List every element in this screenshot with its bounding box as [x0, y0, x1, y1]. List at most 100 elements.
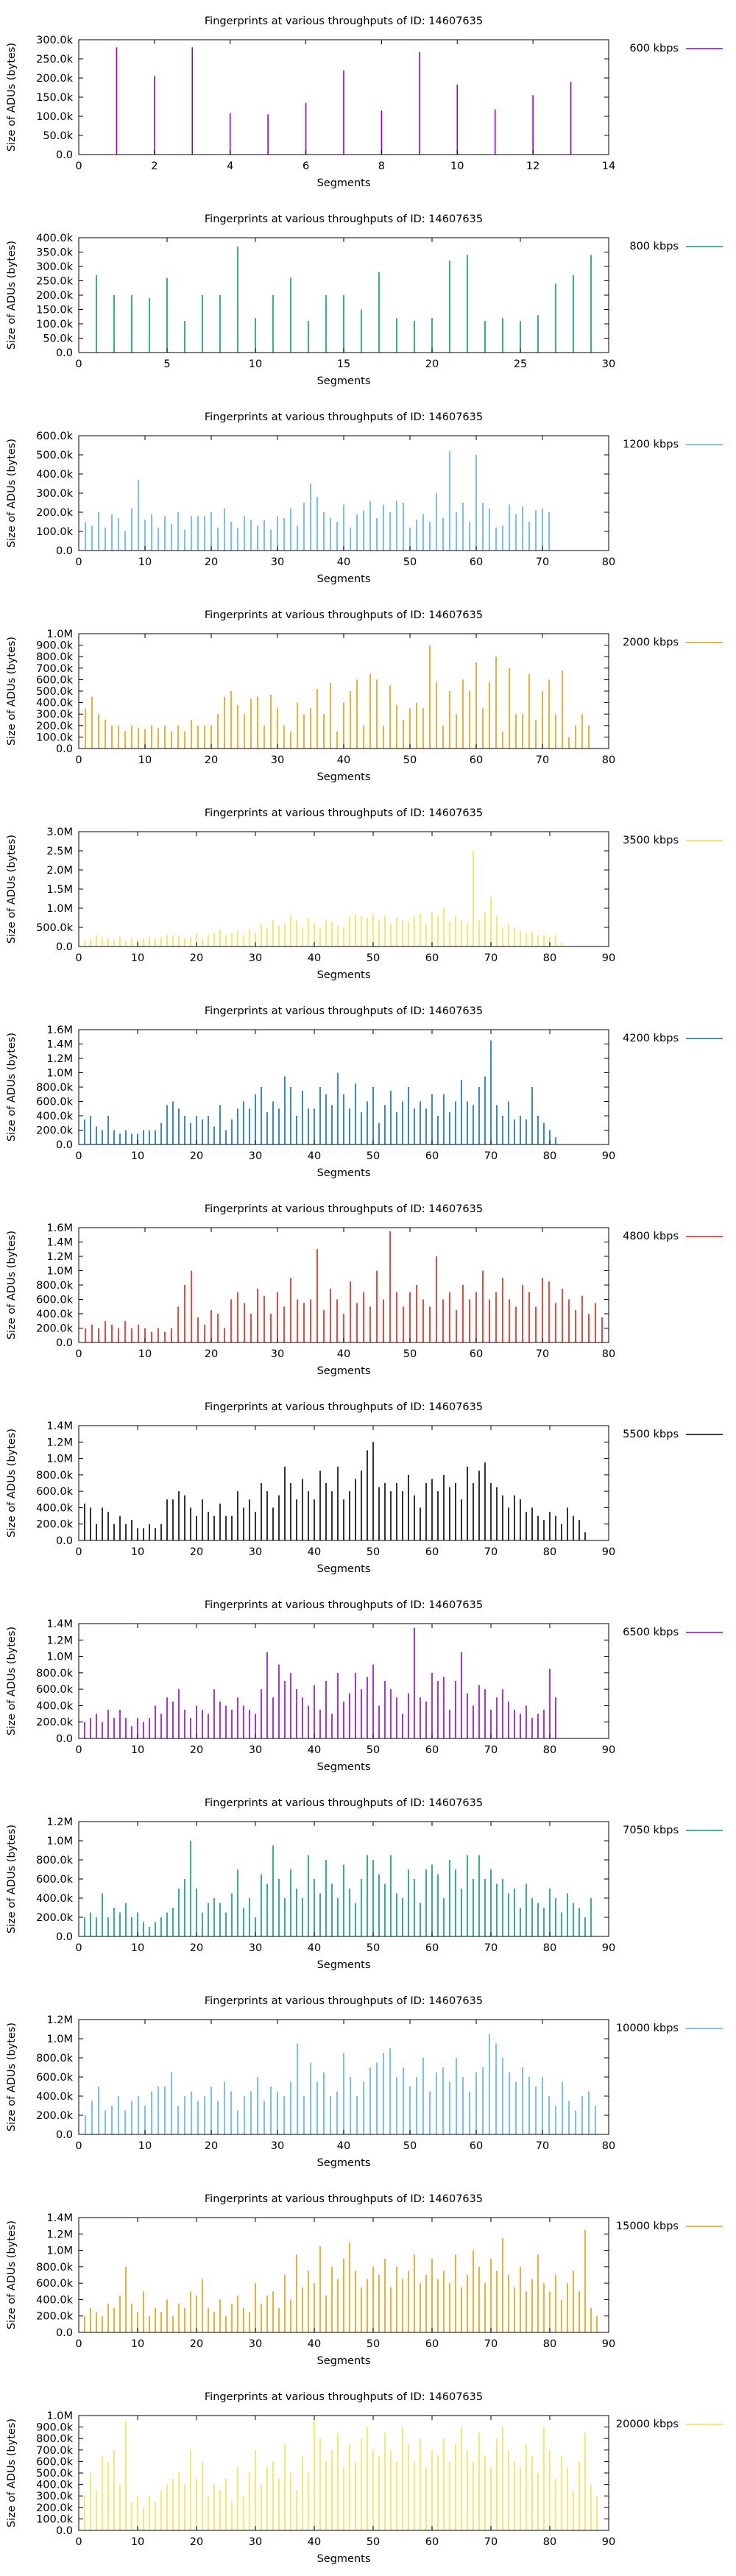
x-tick-label: 40: [337, 1348, 350, 1360]
y-tick-label: 400.0k: [36, 698, 74, 710]
y-tick-label: 600.0k: [36, 1874, 74, 1886]
x-tick-label: 20: [190, 2536, 203, 2548]
x-axis-label: Segments: [317, 2157, 371, 2169]
chart-panel: Fingerprints at various throughputs of I…: [6, 15, 723, 189]
y-tick-label: 1.0M: [46, 1266, 73, 1278]
x-tick-label: 70: [536, 754, 549, 766]
x-tick-label: 20: [190, 1744, 203, 1756]
x-tick-label: 80: [543, 1546, 556, 1558]
legend-label: 1200 kbps: [623, 439, 679, 450]
x-tick-label: 80: [543, 1150, 556, 1162]
x-tick-label: 30: [249, 1150, 262, 1162]
x-tick-label: 60: [470, 1348, 483, 1360]
x-tick-label: 10: [138, 556, 152, 568]
y-tick-label: 0.0: [56, 1931, 73, 1943]
x-tick-label: 20: [425, 358, 439, 370]
x-tick-label: 90: [602, 2536, 615, 2548]
y-tick-label: 200.0k: [36, 73, 74, 85]
y-tick-label: 100.0k: [36, 2513, 74, 2525]
x-tick-label: 10: [138, 754, 152, 766]
x-axis-label: Segments: [317, 573, 371, 585]
legend-label: 2000 kbps: [623, 637, 679, 648]
y-tick-label: 0.0: [56, 2327, 73, 2339]
x-tick-label: 20: [205, 556, 218, 568]
y-tick-label: 800.0k: [36, 651, 74, 663]
x-tick-label: 70: [484, 1546, 498, 1558]
x-tick-label: 80: [602, 754, 615, 766]
x-tick-label: 90: [602, 1546, 615, 1558]
legend-label: 20000 kbps: [616, 2418, 679, 2430]
x-tick-label: 30: [249, 1744, 262, 1756]
x-tick-label: 4: [227, 160, 233, 172]
y-tick-label: 400.0k: [36, 1700, 74, 1712]
y-tick-label: 200.0k: [36, 2311, 74, 2323]
y-tick-label: 0.0: [56, 2129, 73, 2141]
plot-frame: [78, 2217, 609, 2333]
x-tick-label: 0: [75, 2338, 82, 2350]
x-axis-label: Segments: [317, 1959, 371, 1971]
legend-label: 5500 kbps: [623, 1429, 679, 1440]
x-tick-label: 30: [249, 2338, 262, 2350]
x-tick-label: 30: [249, 952, 262, 964]
y-tick-label: 800.0k: [36, 1470, 74, 1482]
x-tick-label: 70: [484, 1942, 498, 1954]
y-tick-label: 300.0k: [36, 261, 74, 273]
x-tick-label: 10: [450, 160, 464, 172]
x-tick-label: 80: [543, 2536, 556, 2548]
y-tick-label: 300.0k: [36, 709, 74, 721]
x-tick-label: 5: [163, 358, 170, 370]
y-tick-label: 600.0k: [36, 1097, 74, 1108]
x-tick-label: 10: [138, 2140, 152, 2152]
y-axis-label: Size of ADUs (bytes): [6, 1627, 18, 1735]
chart-title: Fingerprints at various throughputs of I…: [205, 1797, 483, 1809]
x-tick-label: 10: [131, 1744, 144, 1756]
y-tick-label: 200.0k: [36, 721, 74, 732]
y-tick-label: 250.0k: [36, 54, 74, 66]
x-tick-label: 50: [367, 2536, 380, 2548]
y-tick-label: 1.6M: [46, 1025, 73, 1036]
y-tick-label: 600.0k: [36, 2278, 74, 2290]
chart-panel: Fingerprints at various throughputs of I…: [6, 609, 723, 783]
y-tick-label: 0.0: [56, 1337, 73, 1349]
y-tick-label: 200.0k: [36, 2502, 74, 2514]
y-tick-label: 1.0M: [46, 1068, 73, 1080]
x-tick-label: 0: [75, 952, 82, 964]
chart-panel: Fingerprints at various throughputs of I…: [6, 1995, 723, 2169]
x-tick-label: 14: [602, 160, 615, 172]
y-tick-label: 100.0k: [36, 526, 74, 538]
legend-label: 15000 kbps: [616, 2221, 679, 2232]
y-tick-label: 200.0k: [36, 290, 74, 302]
y-tick-label: 200.0k: [36, 507, 74, 519]
y-axis-label: Size of ADUs (bytes): [6, 439, 18, 548]
chart-title: Fingerprints at various throughputs of I…: [205, 213, 483, 225]
x-tick-label: 50: [403, 754, 417, 766]
x-tick-label: 50: [403, 556, 417, 568]
legend-label: 4800 kbps: [623, 1231, 679, 1242]
y-tick-label: 200.0k: [36, 1125, 74, 1137]
y-tick-label: 350.0k: [36, 247, 74, 259]
y-tick-label: 200.0k: [36, 1912, 74, 1924]
y-tick-label: 200.0k: [36, 1519, 74, 1531]
chart-title: Fingerprints at various throughputs of I…: [205, 609, 483, 621]
x-tick-label: 90: [602, 1942, 615, 1954]
y-tick-label: 400.0k: [36, 2294, 74, 2306]
x-tick-label: 40: [337, 2140, 350, 2152]
chart-panel: Fingerprints at various throughputs of I…: [6, 1599, 723, 1773]
x-tick-label: 40: [337, 754, 350, 766]
x-tick-label: 0: [75, 358, 82, 370]
x-tick-label: 60: [470, 754, 483, 766]
y-tick-label: 600.0k: [36, 1486, 74, 1498]
x-tick-label: 15: [337, 358, 350, 370]
x-tick-label: 60: [425, 1546, 439, 1558]
legend-label: 3500 kbps: [623, 835, 679, 846]
x-tick-label: 30: [271, 2140, 284, 2152]
x-tick-label: 30: [271, 754, 284, 766]
x-tick-label: 0: [75, 556, 82, 568]
legend-label: 10000 kbps: [616, 2023, 679, 2034]
x-tick-label: 20: [205, 1348, 218, 1360]
x-tick-label: 10: [131, 2338, 144, 2350]
x-tick-label: 20: [190, 1546, 203, 1558]
y-tick-label: 600.0k: [36, 1295, 74, 1306]
y-tick-label: 1.4M: [46, 2212, 73, 2224]
y-tick-label: 200.0k: [36, 1717, 74, 1729]
